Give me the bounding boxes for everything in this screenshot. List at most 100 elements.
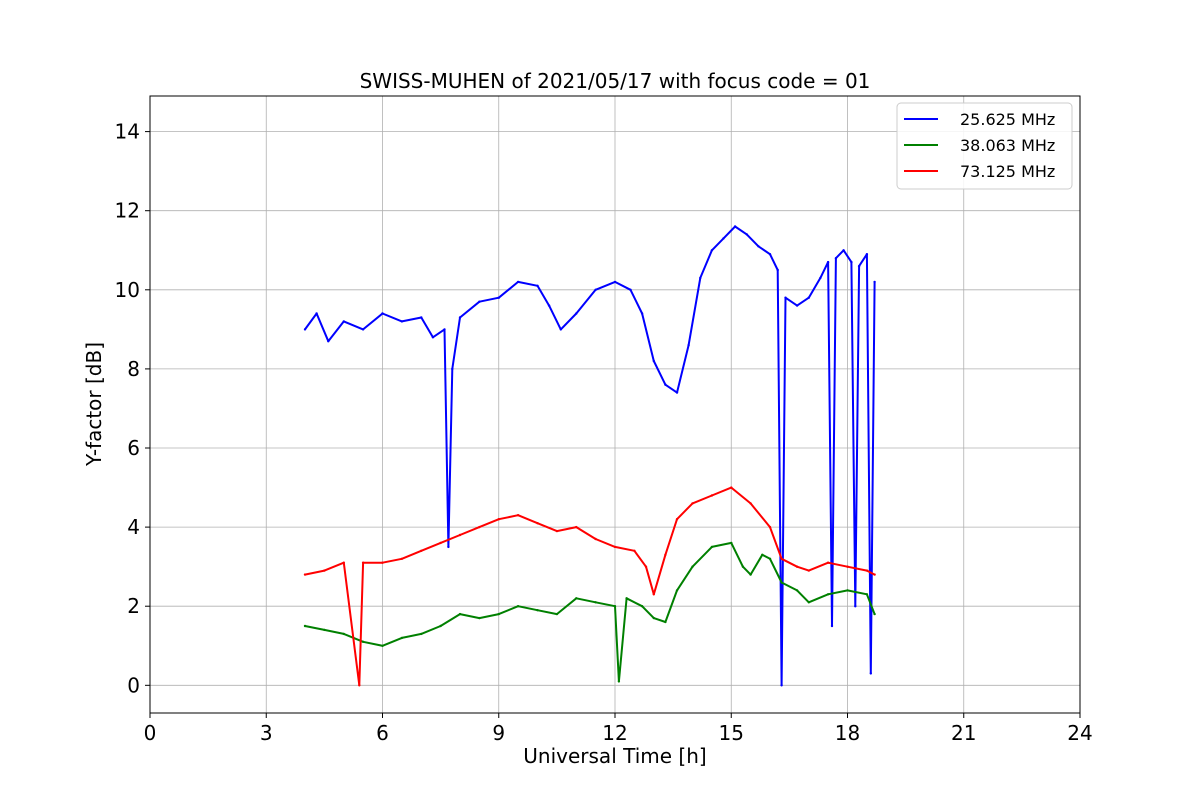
x-tick-label: 18: [835, 721, 860, 745]
x-tick-label: 3: [260, 721, 273, 745]
x-tick-label: 9: [492, 721, 505, 745]
data-point: [776, 268, 779, 272]
data-point: [555, 529, 559, 533]
data-point: [447, 545, 450, 549]
legend-label-73mhz: 73.125 MHz: [960, 162, 1055, 181]
x-tick-label: 6: [376, 721, 389, 745]
y-tick-label: 14: [115, 120, 140, 144]
chart-title: SWISS-MUHEN of 2021/05/17 with focus cod…: [360, 69, 871, 93]
data-point: [865, 593, 869, 596]
data-point: [400, 320, 404, 323]
data-point: [819, 276, 822, 280]
data-point: [826, 260, 830, 264]
y-tick-label: 6: [127, 436, 140, 460]
data-point: [691, 565, 694, 568]
y-tick-label: 0: [127, 673, 140, 697]
data-point: [640, 605, 644, 608]
data-point: [710, 494, 714, 497]
data-point: [687, 344, 690, 347]
data-point: [629, 288, 632, 291]
data-point: [420, 632, 423, 636]
data-point: [795, 304, 799, 307]
data-point: [342, 632, 345, 636]
data-point: [559, 328, 562, 331]
x-tick-label: 12: [602, 721, 627, 745]
data-point: [857, 264, 861, 268]
data-point: [625, 597, 628, 600]
data-point: [613, 605, 617, 608]
data-point: [361, 561, 365, 564]
data-point: [478, 525, 481, 529]
legend-label-38mhz: 38.063 MHz: [960, 136, 1055, 155]
data-point: [699, 276, 702, 280]
data-point: [675, 589, 679, 592]
data-point: [807, 601, 810, 604]
data-point: [807, 569, 810, 572]
data-point: [664, 553, 667, 556]
data-point: [768, 525, 772, 529]
data-point: [795, 565, 799, 568]
legend-box: [896, 102, 1073, 190]
y-tick-label: 2: [127, 594, 140, 618]
data-point: [594, 537, 597, 541]
data-point: [547, 304, 551, 307]
data-point: [873, 280, 876, 284]
data-point: [381, 312, 384, 315]
y-tick-label: 4: [127, 515, 140, 539]
data-point: [361, 328, 365, 331]
data-point: [846, 589, 849, 592]
data-point: [400, 636, 404, 640]
data-point: [749, 573, 752, 576]
x-tick-label: 21: [951, 721, 976, 745]
data-point: [381, 644, 384, 647]
data-point: [830, 624, 834, 628]
data-point: [327, 340, 330, 343]
data-point: [303, 624, 307, 628]
data-point: [640, 312, 644, 315]
y-tick-label: 10: [115, 278, 140, 302]
data-point: [575, 597, 578, 600]
data-point: [807, 296, 810, 299]
data-point: [613, 280, 617, 284]
data-point: [846, 565, 849, 568]
data-point: [730, 541, 733, 545]
data-point: [575, 525, 578, 529]
data-point: [664, 383, 667, 386]
data-point: [497, 518, 500, 521]
data-point: [780, 557, 783, 560]
data-point: [516, 605, 520, 608]
data-point: [854, 605, 857, 608]
data-point: [722, 237, 725, 240]
data-point: [458, 316, 462, 319]
data-point: [873, 573, 876, 576]
data-point: [675, 518, 679, 521]
data-point: [795, 589, 799, 592]
data-point: [323, 628, 326, 632]
data-point: [536, 609, 539, 612]
data-point: [780, 581, 783, 584]
data-point: [745, 233, 748, 236]
data-point: [420, 549, 423, 552]
data-point: [691, 502, 694, 505]
data-point: [458, 533, 462, 537]
data-point: [342, 561, 345, 564]
data-point: [741, 565, 745, 568]
x-tick-label: 15: [719, 721, 744, 745]
y-tick-label: 8: [127, 357, 140, 381]
data-point: [315, 312, 318, 315]
data-point: [536, 284, 539, 287]
data-point: [873, 612, 876, 616]
data-point: [675, 391, 679, 394]
legend-label-25mhz: 25.625 MHz: [960, 110, 1055, 129]
data-point: [439, 541, 442, 545]
data-point: [323, 569, 326, 572]
data-point: [865, 253, 869, 256]
data-point: [869, 672, 872, 675]
data-point: [516, 514, 520, 517]
data-point: [555, 612, 559, 616]
data-point: [780, 684, 783, 687]
data-point: [826, 561, 830, 564]
